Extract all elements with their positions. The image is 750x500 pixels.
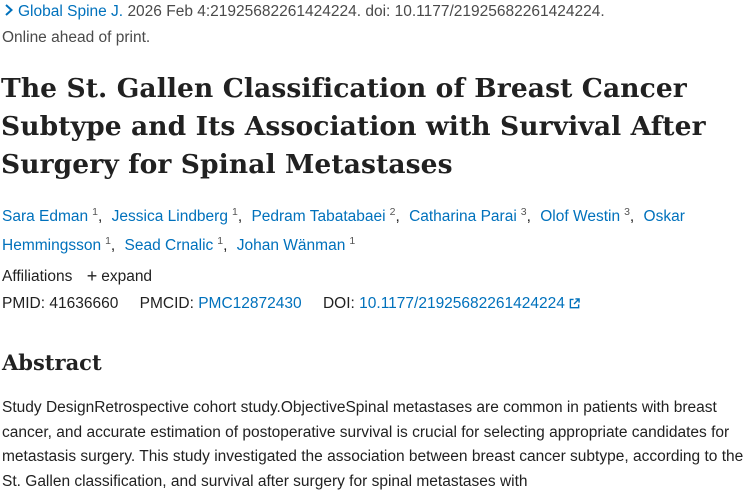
pmid-label: PMID:	[2, 295, 46, 312]
author-link[interactable]: Sead Crnalic	[124, 237, 214, 254]
pmcid-label: PMCID:	[139, 295, 194, 312]
citation-line: Global Spine J. 2026 Feb 4:2192568226142…	[2, 3, 605, 21]
author-link[interactable]: Pedram Tabatabaei	[251, 208, 386, 225]
author-separator: ,	[395, 208, 400, 225]
journal-link[interactable]: Global Spine J.	[2, 3, 127, 20]
author-link[interactable]: Oskar Hemmingsson	[2, 208, 685, 254]
affiliation-number[interactable]: 3	[624, 206, 630, 218]
doi-value: 10.1177/21925682261424224	[359, 295, 565, 312]
publication-status: Online ahead of print.	[2, 29, 151, 46]
article-title: The St. Gallen Classification of Breast …	[1, 73, 706, 180]
expand-label: expand	[101, 268, 153, 285]
author-separator: ,	[110, 237, 116, 254]
journal-name: Global Spine J.	[18, 3, 124, 20]
affiliations-row: Affiliations + expand	[2, 266, 152, 287]
pmcid-link[interactable]: PMC12872430	[198, 295, 302, 312]
pmid-value: 41636660	[49, 295, 119, 312]
abstract-heading: Abstract	[2, 350, 102, 375]
chevron-right-icon	[5, 4, 13, 16]
abstract-text: Study DesignRetrospective cohort study.O…	[2, 399, 744, 490]
author-separator: ,	[223, 237, 228, 254]
affiliations-label: Affiliations	[2, 268, 73, 285]
author-link[interactable]: Johan Wänman	[236, 237, 346, 254]
author-separator: ,	[237, 208, 243, 225]
author-link[interactable]: Olof Westin	[540, 208, 621, 225]
author-link[interactable]: Catharina Parai	[409, 208, 517, 225]
author-link[interactable]: Sara Edman	[2, 208, 89, 225]
identifiers-row: PMID: 41636660 PMCID: PMC12872430 DOI: 1…	[2, 295, 580, 313]
expand-affiliations-button[interactable]: + expand	[86, 266, 153, 286]
author-list: Sara Edman 1, Jessica Lindberg 1, Pedram T…	[2, 200, 742, 258]
affiliation-number[interactable]: 1	[105, 235, 111, 247]
citation-details: 2026 Feb 4:21925682261424224. doi: 10.11…	[127, 3, 605, 20]
doi-label: DOI:	[322, 295, 355, 312]
affiliation-number[interactable]: 2	[389, 206, 396, 218]
affiliation-number[interactable]: 1	[231, 206, 238, 218]
affiliation-number[interactable]: 1	[92, 206, 99, 218]
affiliation-number[interactable]: 3	[520, 206, 527, 218]
plus-icon: +	[86, 266, 98, 286]
doi-link[interactable]: 10.1177/21925682261424224	[359, 295, 580, 312]
author-separator: ,	[98, 208, 103, 225]
author-separator: ,	[629, 208, 635, 225]
author-link[interactable]: Jessica Lindberg	[111, 208, 228, 225]
external-link-icon	[569, 298, 580, 309]
affiliation-number[interactable]: 1	[217, 235, 224, 247]
affiliation-number[interactable]: 1	[349, 235, 356, 247]
author-separator: ,	[526, 208, 531, 225]
